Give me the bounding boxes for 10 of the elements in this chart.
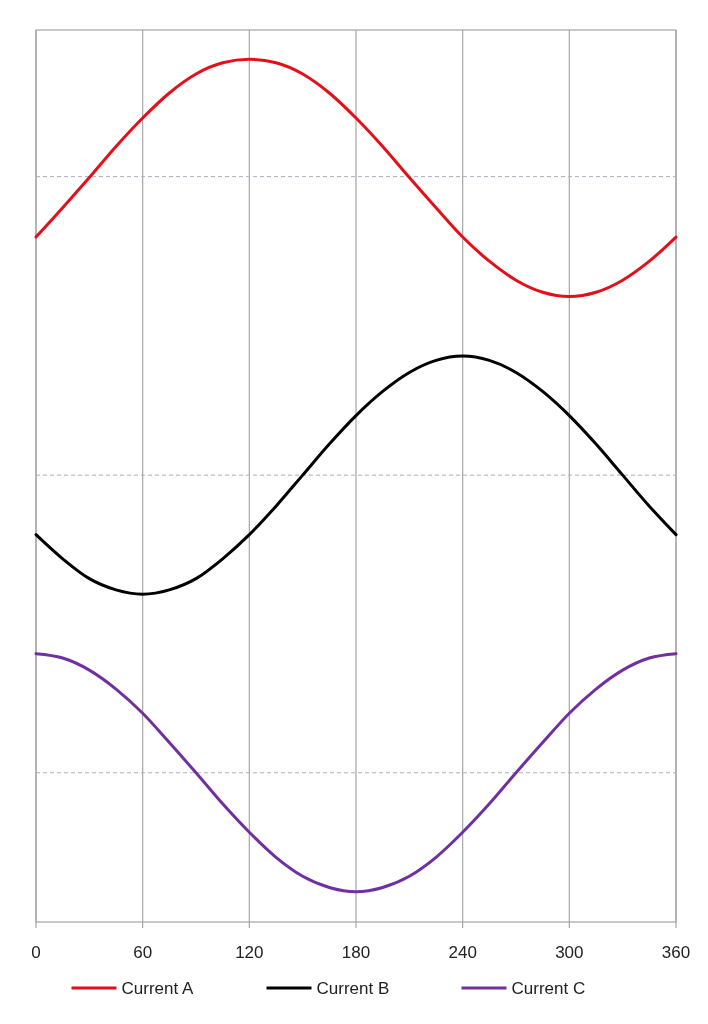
- legend-label: Current C: [511, 979, 586, 998]
- x-tick-label: 360: [661, 943, 691, 962]
- x-tick-label: 180: [341, 943, 371, 962]
- legend-label: Current B: [316, 979, 390, 998]
- x-tick-label: 120: [235, 943, 264, 962]
- legend-label: Current A: [121, 979, 194, 998]
- x-tick-label: 60: [133, 943, 153, 962]
- x-tick-label: 240: [448, 943, 477, 962]
- x-tick-label: 300: [555, 943, 584, 962]
- x-tick-label: 0: [31, 943, 41, 962]
